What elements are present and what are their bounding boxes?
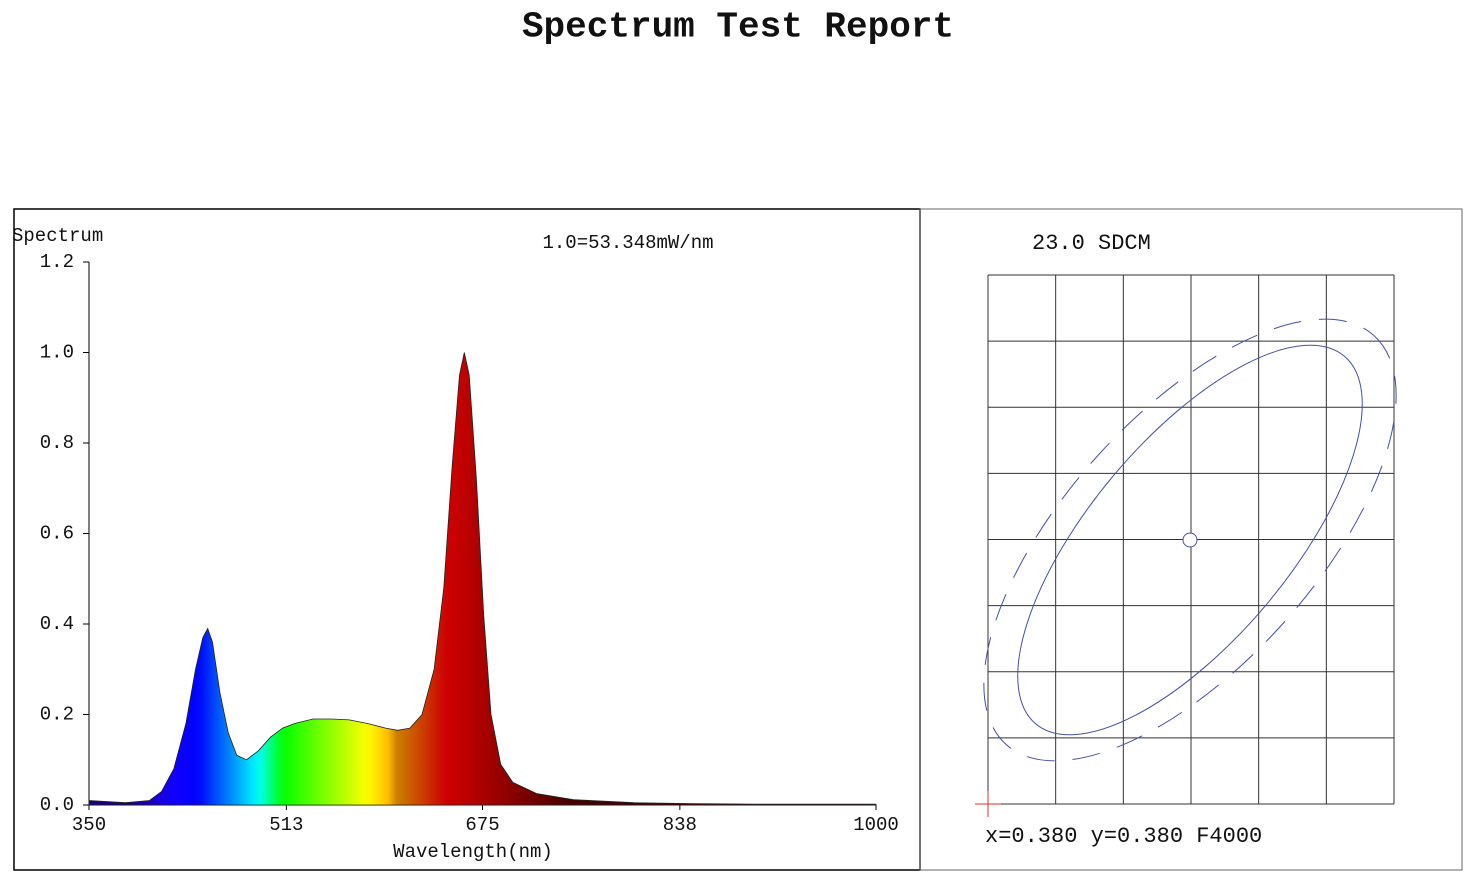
y-axis-label: Spectrum [12,225,103,247]
x-tick-label: 350 [72,814,106,836]
y-tick-label: 0.4 [40,613,74,635]
outer-ellipse [983,318,1397,762]
x-tick-label: 513 [269,814,303,836]
y-tick-label: 0.2 [40,704,74,726]
y-tick-label: 0.6 [40,523,74,545]
x-tick-label: 1000 [853,814,899,836]
y-tick-label: 1.0 [40,342,74,364]
inner-ellipse [1017,344,1363,736]
chromaticity-label: x=0.380 y=0.380 F4000 [985,824,1262,849]
report-title: Spectrum Test Report [522,7,954,48]
x-axis-label: Wavelength(nm) [393,841,553,863]
sdcm-label: 23.0 SDCM [1032,231,1151,256]
annotation: 1.0=53.348mW/nm [542,232,713,254]
x-tick-label: 675 [465,814,499,836]
sdcm-frame [919,208,1463,871]
y-tick-label: 1.2 [40,251,74,273]
y-tick-label: 0.8 [40,432,74,454]
spectrum-area [88,352,877,806]
sdcm-plot: 23.0 SDCM x=0.380 y=0.380 F4000 [975,231,1397,849]
y-tick-label: 0.0 [40,794,74,816]
x-tick-label: 838 [663,814,697,836]
center-point [1182,532,1198,548]
